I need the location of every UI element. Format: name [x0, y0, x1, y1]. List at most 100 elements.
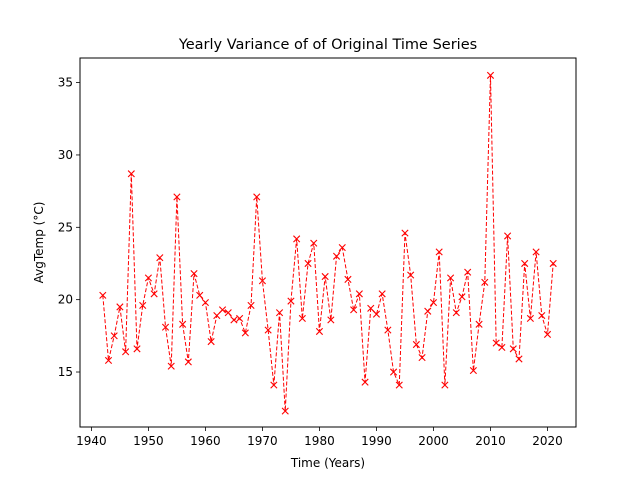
y-tick-label: 35 [58, 76, 73, 90]
data-point [224, 309, 232, 317]
plot-area [99, 71, 557, 415]
data-point [275, 309, 284, 317]
data-point [253, 193, 261, 201]
data-point [133, 345, 141, 353]
chart-title: Yearly Variance of of Original Time Seri… [178, 37, 477, 53]
data-point [230, 316, 238, 324]
y-axis-label: AvgTemp (°C) [32, 202, 46, 284]
data-point [395, 381, 403, 389]
data-point [441, 381, 449, 389]
data-point [515, 355, 523, 363]
data-point [207, 338, 215, 346]
x-tick-label: 1960 [190, 434, 221, 448]
data-point [367, 304, 375, 312]
data-point [156, 254, 164, 262]
data-point [486, 71, 495, 79]
data-point [503, 232, 512, 240]
data-point [161, 323, 170, 331]
data-point [104, 356, 113, 365]
data-point [475, 320, 483, 328]
data-point [458, 293, 466, 301]
data-point [110, 332, 118, 340]
data-point [526, 314, 534, 323]
data-point [424, 307, 432, 315]
data-point [315, 327, 324, 336]
data-point [139, 301, 147, 310]
data-point [532, 248, 540, 256]
data-point [355, 290, 363, 298]
data-point [543, 330, 552, 338]
data-point [270, 381, 278, 389]
data-point [418, 353, 426, 362]
data-point [310, 239, 318, 247]
data-point [236, 314, 244, 323]
data-point [372, 310, 381, 318]
data-point [213, 311, 221, 320]
data-point [116, 303, 124, 311]
x-tick-label: 1940 [76, 434, 107, 448]
data-point [201, 298, 210, 307]
data-point [304, 259, 312, 268]
data-point [196, 291, 204, 299]
data-point [389, 368, 398, 376]
axes-frame [79, 57, 577, 428]
data-point [247, 301, 255, 310]
data-point [412, 340, 420, 349]
x-axis-label: Time (Years) [290, 456, 365, 470]
y-tick-label: 25 [58, 220, 73, 234]
data-point [241, 329, 249, 337]
data-point [264, 326, 272, 334]
data-point [338, 243, 346, 252]
data-point [298, 314, 306, 323]
data-point [378, 290, 386, 298]
data-point [464, 268, 472, 276]
data-point [509, 345, 517, 353]
data-point [190, 270, 198, 278]
data-point [258, 277, 267, 285]
data-point [492, 339, 500, 347]
data-point [99, 291, 107, 299]
data-point [446, 274, 455, 282]
y-tick-label: 20 [58, 293, 73, 307]
x-tick-label: 2020 [532, 434, 563, 448]
y-tick-label: 15 [58, 365, 73, 379]
data-point [407, 271, 415, 279]
data-point [452, 309, 460, 317]
data-point [218, 306, 227, 314]
data-point [281, 407, 289, 415]
data-point [293, 235, 301, 243]
x-tick-label: 2000 [418, 434, 449, 448]
data-point [350, 306, 358, 314]
x-tick-label: 1970 [247, 434, 278, 448]
x-tick-label: 1990 [361, 434, 392, 448]
data-point [361, 378, 369, 386]
y-tick-label: 30 [58, 148, 73, 162]
y-axis: 15 20 25 30 35 [58, 76, 80, 379]
data-point [144, 274, 153, 282]
data-point [173, 193, 181, 201]
data-point [150, 290, 158, 298]
data-point [327, 316, 335, 324]
data-point [287, 297, 295, 305]
data-point [538, 311, 546, 320]
x-tick-label: 2010 [475, 434, 506, 448]
data-point [167, 362, 175, 370]
data-point [184, 358, 192, 366]
data-point [344, 275, 352, 283]
data-point [521, 259, 529, 268]
series-line [102, 75, 554, 412]
data-point [332, 252, 341, 260]
data-point [549, 259, 557, 268]
data-point [498, 343, 506, 352]
data-point [384, 326, 392, 334]
data-point [179, 320, 187, 328]
x-tick-label: 1980 [304, 434, 335, 448]
x-axis: 1940 1950 1960 1970 1980 1990 2000 2010 2020 [76, 427, 563, 448]
data-point [127, 170, 135, 178]
data-point [401, 229, 409, 237]
data-point [122, 348, 130, 356]
data-point [321, 272, 329, 281]
data-point [435, 248, 443, 256]
